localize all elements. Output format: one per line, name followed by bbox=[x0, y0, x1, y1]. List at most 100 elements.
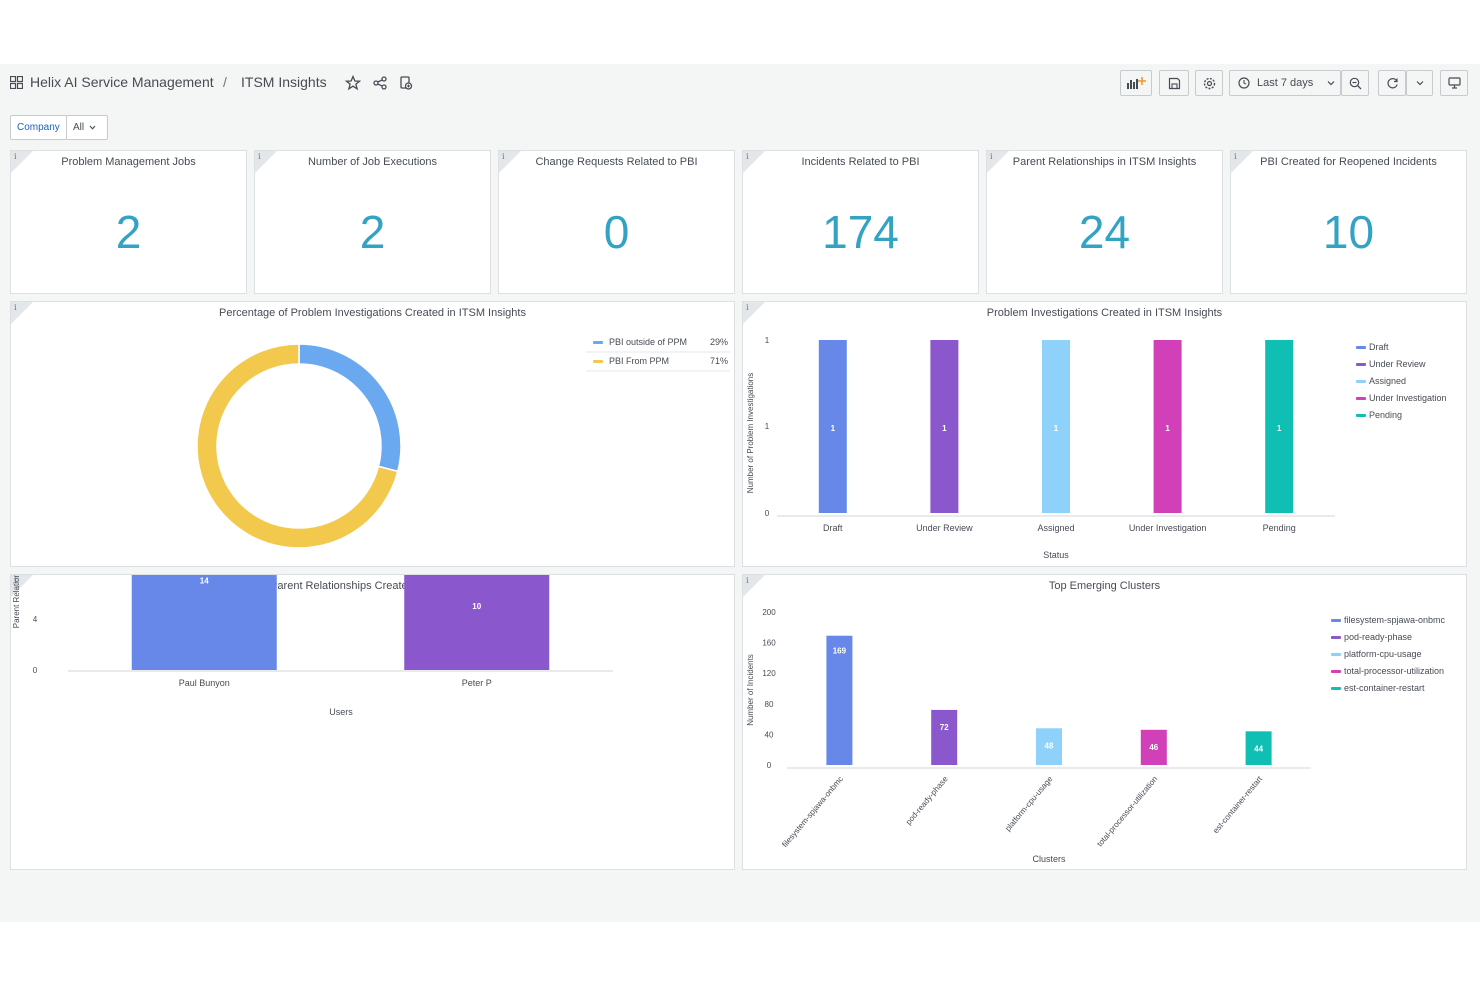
legend-label: pod-ready-phase bbox=[1344, 632, 1412, 642]
refresh-button[interactable] bbox=[1378, 70, 1406, 96]
info-icon[interactable]: i bbox=[1234, 152, 1237, 161]
legend-swatch bbox=[1356, 397, 1366, 400]
legend-label: PBI outside of PPM bbox=[609, 337, 687, 347]
x-tick-label: total-processor-utilization bbox=[1095, 775, 1159, 849]
y-tick-label: 0 bbox=[33, 666, 38, 675]
legend-label: total-processor-utilization bbox=[1344, 666, 1444, 676]
bar bbox=[1140, 729, 1167, 765]
donut-slice-2 bbox=[196, 343, 399, 549]
zoom-out-icon bbox=[1349, 77, 1361, 89]
info-icon[interactable]: i bbox=[746, 303, 749, 312]
bar bbox=[1245, 731, 1272, 765]
bar bbox=[931, 709, 958, 765]
emerging-clusters-bar-chart: 0 40 80 120 160 200 Number of Incidents Cluster… bbox=[746, 608, 1446, 864]
stat-value: 24 bbox=[1078, 206, 1131, 258]
page-title[interactable]: ITSM Insights bbox=[241, 74, 327, 90]
zoom-out-button[interactable] bbox=[1341, 70, 1369, 96]
y-axis-label: Parent Relationships Created bbox=[12, 575, 21, 628]
info-icon[interactable]: i bbox=[746, 152, 749, 161]
stat-panel-incidents-related[interactable]: i Incidents Related to PBI 174 bbox=[742, 150, 979, 294]
settings-button[interactable] bbox=[1195, 70, 1223, 96]
legend-label: Draft bbox=[1369, 342, 1389, 352]
save-dashboard-button[interactable] bbox=[1159, 70, 1189, 96]
panel-title: Change Requests Related to PBI bbox=[535, 156, 698, 168]
refresh-interval-dropdown[interactable] bbox=[1406, 70, 1433, 96]
breadcrumb-root[interactable]: Helix AI Service Management bbox=[30, 74, 214, 90]
panel-info-corner[interactable] bbox=[11, 302, 33, 324]
panel-info-corner[interactable] bbox=[255, 151, 277, 173]
save-icon bbox=[1168, 77, 1180, 89]
parent-relationships-chart-panel[interactable]: i Top Parent Relationships Created in IT… bbox=[10, 574, 735, 870]
add-panel-button[interactable] bbox=[1120, 70, 1152, 96]
panel-info-corner[interactable] bbox=[987, 151, 1009, 173]
company-variable-select[interactable]: All bbox=[66, 115, 108, 140]
time-range-picker[interactable]: Last 7 days bbox=[1229, 70, 1341, 96]
company-label-text: Company bbox=[17, 122, 60, 133]
chevron-down-icon bbox=[89, 125, 96, 130]
legend-label: Assigned bbox=[1369, 376, 1406, 386]
stat-panel-problem-management-jobs[interactable]: i Problem Management Jobs 2 bbox=[10, 150, 247, 294]
dashboards-grid-icon[interactable] bbox=[10, 76, 23, 89]
legend-swatch bbox=[1331, 670, 1341, 673]
y-tick-label: 160 bbox=[762, 639, 776, 648]
bar bbox=[404, 575, 550, 670]
dashboard-toolbar: Helix AI Service Management / ITSM Insig… bbox=[0, 64, 1480, 102]
company-select-value: All bbox=[73, 122, 85, 133]
copy-icon[interactable] bbox=[398, 75, 414, 91]
y-tick-label: 1 bbox=[765, 336, 770, 345]
info-icon[interactable]: i bbox=[14, 576, 17, 585]
panel-info-corner[interactable] bbox=[1231, 151, 1253, 173]
legend-value: 71% bbox=[710, 356, 728, 366]
stat-panel-job-executions[interactable]: i Number of Job Executions 2 bbox=[254, 150, 491, 294]
panel-info-corner[interactable] bbox=[11, 151, 33, 173]
info-icon[interactable]: i bbox=[746, 576, 749, 585]
info-icon[interactable]: i bbox=[990, 152, 993, 161]
y-tick-label: 0 bbox=[767, 761, 772, 770]
stat-panel-parent-relationships[interactable]: i Parent Relationships in ITSM Insights … bbox=[986, 150, 1223, 294]
bar bbox=[131, 575, 277, 670]
x-tick-label: Paul Bunyon bbox=[179, 678, 230, 688]
emerging-clusters-chart-panel[interactable]: i Top Emerging Clusters 0 40 80 120 160 200 Nu… bbox=[742, 574, 1467, 870]
y-axis-label: Number of Problem Investigations bbox=[746, 373, 755, 494]
panel-info-corner[interactable] bbox=[743, 302, 765, 324]
x-tick-label: Pending bbox=[1263, 523, 1296, 533]
status-bar-chart-panel[interactable]: i Problem Investigations Created in ITSM… bbox=[742, 301, 1467, 567]
star-icon[interactable] bbox=[345, 75, 361, 91]
legend-label: est-container-restart bbox=[1344, 683, 1425, 693]
stat-value: 2 bbox=[115, 206, 142, 258]
y-tick-label: 40 bbox=[765, 730, 774, 739]
x-tick-label: Assigned bbox=[1037, 523, 1074, 533]
panel-info-corner[interactable] bbox=[743, 575, 765, 597]
donut-chart-panel[interactable]: i Percentage of Problem Investigations C… bbox=[10, 301, 735, 567]
panel-info-corner[interactable] bbox=[743, 151, 765, 173]
x-tick-label: Under Review bbox=[916, 523, 973, 533]
bar-data-label: 1 bbox=[1165, 424, 1170, 433]
legend-swatch bbox=[593, 341, 603, 344]
info-icon[interactable]: i bbox=[14, 303, 17, 312]
bar-data-label: 14 bbox=[200, 576, 209, 585]
tv-mode-button[interactable] bbox=[1440, 70, 1468, 96]
gear-icon bbox=[1203, 77, 1215, 89]
bar-data-label: 1 bbox=[831, 424, 836, 433]
chevron-down-icon bbox=[1416, 81, 1423, 86]
legend-swatch bbox=[1331, 687, 1341, 690]
legend-swatch bbox=[1331, 636, 1341, 639]
panel-info-corner[interactable] bbox=[11, 575, 33, 597]
x-tick-label: est-container-restart bbox=[1211, 774, 1264, 835]
info-icon[interactable]: i bbox=[14, 152, 17, 161]
panel-title: Number of Job Executions bbox=[307, 156, 437, 168]
info-icon[interactable]: i bbox=[258, 152, 261, 161]
x-tick-label: pod-ready-phase bbox=[904, 774, 950, 827]
x-tick-label: Peter P bbox=[462, 678, 492, 688]
stat-panel-pbi-reopened[interactable]: i PBI Created for Reopened Incidents 10 bbox=[1230, 150, 1467, 294]
status-bar-chart: 0 1 1 Number of Problem Investigations Statu… bbox=[746, 336, 1447, 560]
info-icon[interactable]: i bbox=[502, 152, 505, 161]
share-icon[interactable] bbox=[372, 75, 388, 91]
dashboard: Helix AI Service Management / ITSM Insig… bbox=[0, 64, 1480, 922]
legend-label: filesystem-spjawa-onbmc bbox=[1344, 615, 1446, 625]
donut-slice-1 bbox=[298, 343, 402, 473]
stat-panel-change-requests[interactable]: i Change Requests Related to PBI 0 bbox=[498, 150, 735, 294]
bar bbox=[1153, 340, 1182, 513]
panel-title: PBI Created for Reopened Incidents bbox=[1260, 156, 1437, 168]
panel-info-corner[interactable] bbox=[499, 151, 521, 173]
